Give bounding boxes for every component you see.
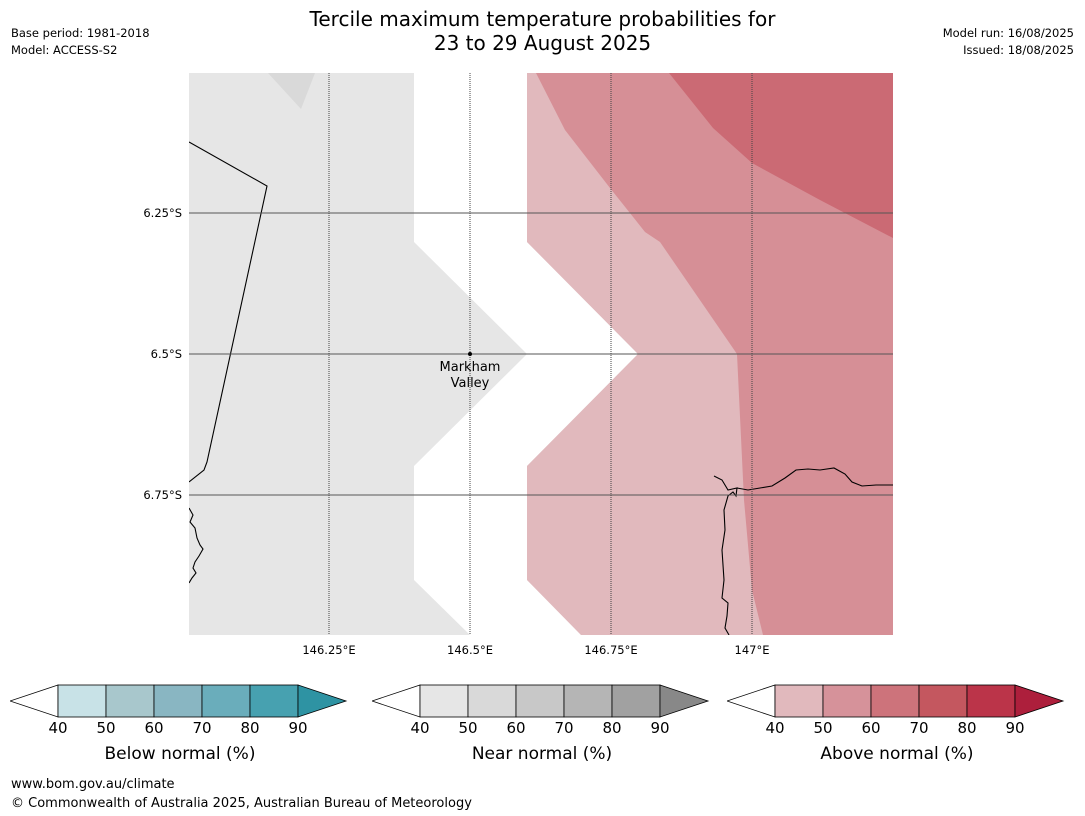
coastline-gulf (736, 467, 893, 491)
colorbar-tick-label: 40 (410, 719, 430, 737)
colorbar-tick-label: 50 (813, 719, 833, 737)
lon-label: 146.25°E (302, 643, 356, 657)
colorbar-segment (153, 684, 203, 718)
colorbar-segment (870, 684, 920, 718)
colorbar-upper-extension (659, 684, 710, 718)
lon-label: 146.75°E (584, 643, 638, 657)
colorbar-tick-label: 80 (957, 719, 977, 737)
forecast-map (189, 73, 893, 635)
lat-gridlines (189, 212, 893, 496)
colorbar-segment (774, 684, 824, 718)
run-info: Model run: 16/08/2025 Issued: 18/08/2025 (943, 25, 1074, 59)
location-marker (468, 352, 472, 356)
coastline-huon (713, 475, 738, 635)
colorbar-tick-label: 70 (909, 719, 929, 737)
coastline-southwest (189, 507, 204, 584)
footer-url[interactable]: www.bom.gov.au/climate (11, 777, 175, 792)
base-info: Base period: 1981-2018 Model: ACCESS-S2 (11, 25, 150, 59)
colorbar-segment (57, 684, 107, 718)
model-run-text: Model run: 16/08/2025 (942, 26, 1074, 40)
colorbar-segment (419, 684, 469, 718)
above-normal-colorbar (725, 684, 1065, 718)
below-normal-colorbar (8, 684, 348, 718)
colorbar-upper-extension (297, 684, 348, 718)
colorbar-segment (822, 684, 872, 718)
near-normal-legend: 40 50 60 70 80 90 Near normal (%) (370, 684, 712, 764)
colorbar-tick-label: 40 (48, 719, 68, 737)
colorbar-segment (611, 684, 661, 718)
below-normal-legend: 40 50 60 70 80 90 Below normal (%) (8, 684, 350, 764)
above-normal-legend: 40 50 60 70 80 90 Above normal (%) (725, 684, 1067, 764)
colorbar-segment (966, 684, 1016, 718)
lat-label: 6.25°S (143, 206, 182, 220)
model-text: Model: ACCESS-S2 (11, 43, 118, 57)
colorbar-tick-label: 80 (240, 719, 260, 737)
near-normal-50-region (268, 73, 315, 109)
location-label: Markham Valley (420, 360, 520, 392)
colorbar-tick-label: 60 (861, 719, 881, 737)
colorbar-segment (105, 684, 155, 718)
colorbar-segment (918, 684, 968, 718)
colorbar-segment (249, 684, 299, 718)
location-label-line1: Markham (439, 360, 501, 375)
title-line-2: 23 to 29 August 2025 (433, 31, 652, 55)
above-normal-60-region (669, 73, 893, 238)
map-title: Tercile maximum temperature probabilitie… (0, 7, 1085, 55)
colorbar-tick-label: 70 (554, 719, 574, 737)
colorbar-segment (467, 684, 517, 718)
colorbar-tick-label: 80 (602, 719, 622, 737)
location-label-line2: Valley (450, 376, 490, 391)
colorbar-tick-label: 90 (650, 719, 670, 737)
colorbar-tick-label: 60 (144, 719, 164, 737)
lon-label: 146.5°E (447, 643, 493, 657)
below-normal-caption: Below normal (%) (104, 744, 256, 764)
colorbar-segment (563, 684, 613, 718)
colorbar-tick-label: 90 (288, 719, 308, 737)
colorbar-tick-label: 50 (96, 719, 116, 737)
colorbar-lower-extension (725, 684, 776, 718)
colorbar-tick-label: 60 (506, 719, 526, 737)
colorbar-segment (201, 684, 251, 718)
coastline-west (189, 141, 268, 483)
colorbar-lower-extension (8, 684, 59, 718)
colorbar-lower-extension (370, 684, 421, 718)
lat-label: 6.75°S (143, 488, 182, 502)
above-normal-50-region (536, 73, 893, 635)
lon-label: 147°E (734, 643, 770, 657)
colorbar-tick-label: 70 (192, 719, 212, 737)
above-normal-caption: Above normal (%) (820, 744, 974, 764)
copyright-text: © Commonwealth of Australia 2025, Austra… (11, 796, 472, 811)
near-normal-colorbar (370, 684, 710, 718)
lat-label: 6.5°S (150, 347, 182, 361)
colorbar-tick-label: 50 (458, 719, 478, 737)
base-period-text: Base period: 1981-2018 (11, 26, 150, 40)
colorbar-tick-label: 40 (765, 719, 785, 737)
footer: www.bom.gov.au/climate © Commonwealth of… (11, 775, 472, 813)
title-line-1: Tercile maximum temperature probabilitie… (309, 7, 776, 31)
colorbar-tick-label: 90 (1005, 719, 1025, 737)
colorbar-upper-extension (1014, 684, 1065, 718)
near-normal-caption: Near normal (%) (471, 744, 613, 764)
colorbar-segment (515, 684, 565, 718)
issued-text: Issued: 18/08/2025 (963, 43, 1074, 57)
